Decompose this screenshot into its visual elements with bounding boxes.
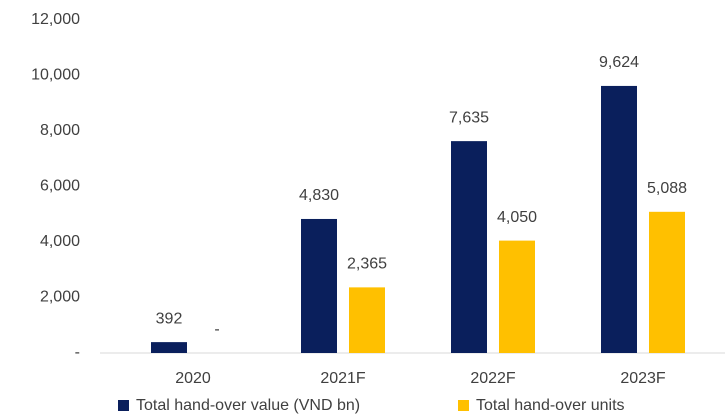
- y-tick-label: 8,000: [40, 122, 80, 139]
- bar: [301, 218, 337, 353]
- x-tick-label: 2021F: [320, 370, 366, 387]
- y-tick-label: 10,000: [31, 67, 80, 84]
- bar: [151, 342, 187, 353]
- data-label: 392: [156, 310, 183, 327]
- y-tick-label: -: [75, 344, 80, 361]
- y-tick-label: 4,000: [40, 233, 80, 250]
- x-tick-label: 2020: [175, 370, 211, 387]
- bar: [349, 287, 385, 353]
- data-label: 9,624: [599, 54, 639, 71]
- data-label: 4,050: [497, 209, 537, 226]
- y-tick-label: 12,000: [31, 11, 80, 28]
- legend-swatch: [458, 400, 469, 411]
- x-tick-label: 2022F: [470, 370, 516, 387]
- legend-label: Total hand-over value (VND bn): [136, 397, 360, 414]
- data-label: 5,088: [647, 180, 687, 197]
- data-label: 7,635: [449, 109, 489, 126]
- data-label: -: [214, 321, 219, 338]
- bar: [499, 240, 535, 353]
- data-label: 4,830: [299, 187, 339, 204]
- data-label: 2,365: [347, 256, 387, 273]
- bar: [601, 85, 637, 354]
- legend-swatch: [118, 400, 129, 411]
- x-tick-label: 2023F: [620, 370, 666, 387]
- y-tick-label: 2,000: [40, 289, 80, 306]
- bar: [451, 141, 487, 353]
- y-tick-label: 6,000: [40, 178, 80, 195]
- legend-label: Total hand-over units: [476, 397, 625, 414]
- bar: [649, 211, 685, 353]
